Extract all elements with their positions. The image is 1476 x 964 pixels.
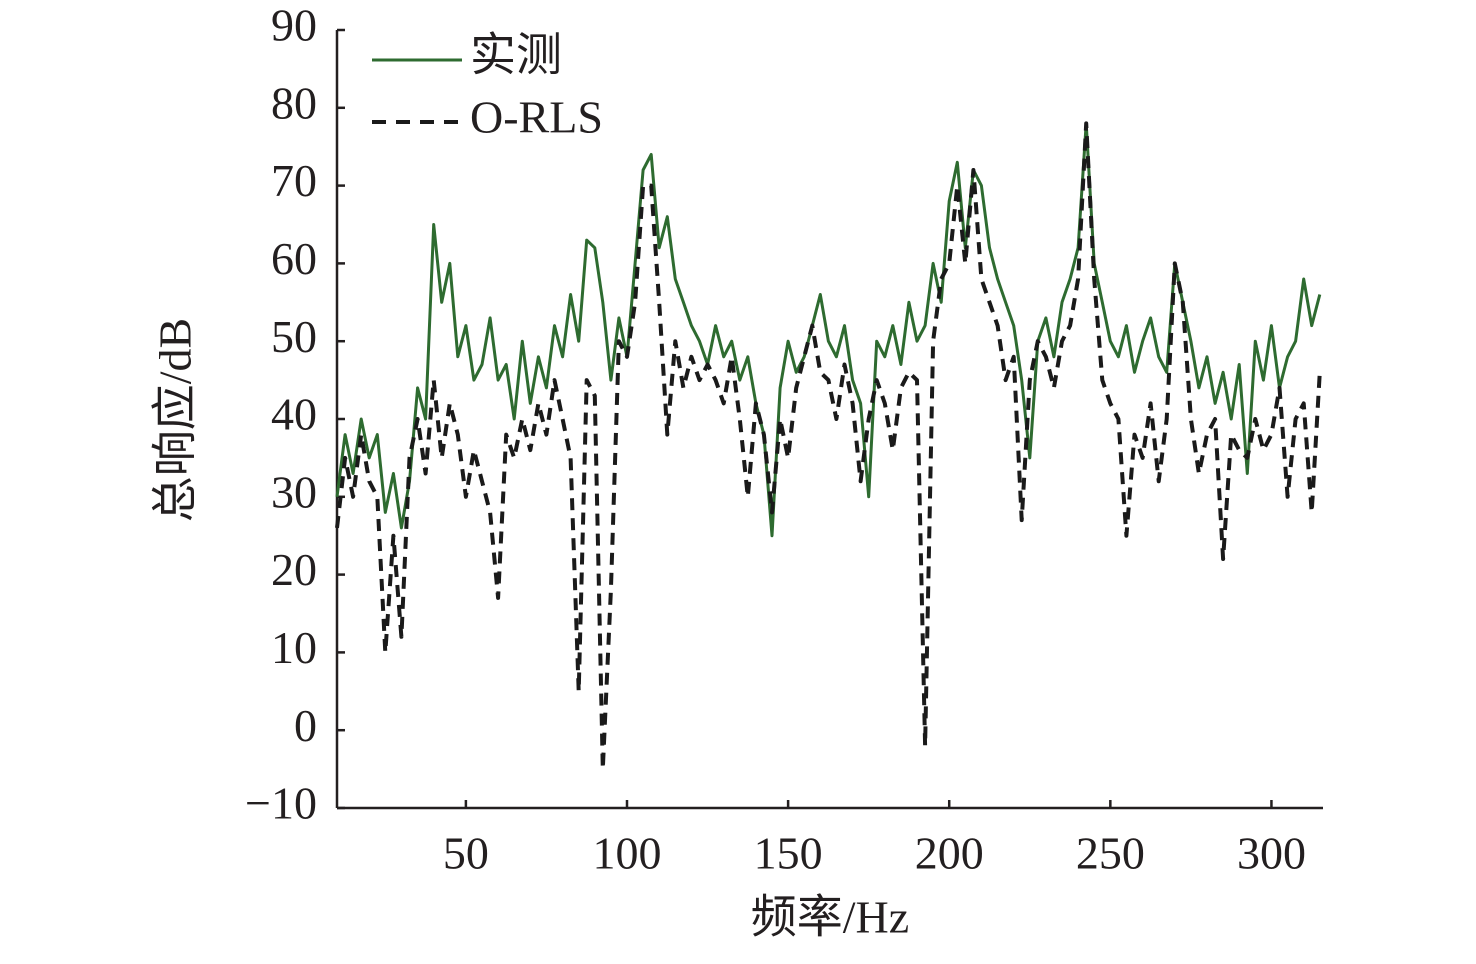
legend-label: 实测: [470, 30, 562, 81]
y-tick-label: 90: [271, 0, 317, 51]
y-tick-label: 50: [271, 311, 317, 362]
x-axis-label: 频率/Hz: [751, 892, 909, 943]
x-tick-label: 150: [754, 828, 823, 879]
y-tick-label: 60: [271, 233, 317, 284]
legend-label: O-RLS: [470, 92, 603, 143]
x-tick-label: 100: [593, 828, 662, 879]
x-tick-label: 50: [443, 828, 489, 879]
y-tick-label: 20: [271, 544, 317, 595]
y-tick-label: 30: [271, 466, 317, 517]
x-tick-label: 200: [915, 828, 984, 879]
x-tick-label: 300: [1237, 828, 1306, 879]
x-tick-label: 250: [1076, 828, 1145, 879]
y-axis-label: 总响应/dB: [150, 318, 201, 522]
series-line: [335, 121, 1322, 538]
y-tick-label: 0: [294, 700, 317, 751]
y-tick-label: −10: [245, 778, 317, 829]
y-tick-label: 10: [271, 622, 317, 673]
y-tick-label: 70: [271, 155, 317, 206]
y-tick-label: 40: [271, 389, 317, 440]
y-tick-label: 80: [271, 77, 317, 128]
series-line: [335, 121, 1322, 772]
